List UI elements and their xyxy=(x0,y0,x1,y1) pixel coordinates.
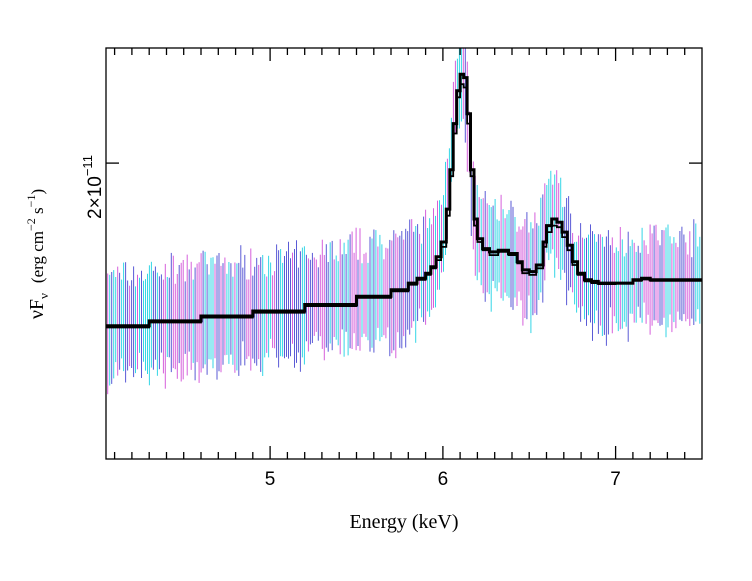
x-axis-title: Energy (keV) xyxy=(349,511,458,533)
x-tick-labels: 5 6 7 xyxy=(265,469,621,490)
y-tick-mantissa: 2×10 xyxy=(85,176,106,219)
model-curves xyxy=(106,72,702,329)
y-title-units: (erg cm xyxy=(28,231,47,283)
y-title-main: νF xyxy=(26,299,48,319)
y-title-end: ) xyxy=(28,189,47,195)
y-title-exp1: −2 xyxy=(24,218,38,231)
plot-frame xyxy=(105,47,703,460)
axis-ticks xyxy=(106,48,702,459)
y-title-exp2: −1 xyxy=(24,195,38,208)
x-tick-label: 7 xyxy=(610,469,621,490)
model-line xyxy=(106,83,702,329)
x-tick-label: 5 xyxy=(265,469,276,490)
data-error-bars xyxy=(107,48,701,395)
y-tick-exponent: −11 xyxy=(80,155,95,176)
y-title-mid: s xyxy=(28,207,47,218)
y-tick-label: 2×10−11 xyxy=(80,155,106,219)
y-title-sub: ν xyxy=(36,293,51,299)
y-axis-title: νFν (erg cm−2 s−1) xyxy=(24,189,51,319)
x-tick-label: 6 xyxy=(438,469,449,490)
